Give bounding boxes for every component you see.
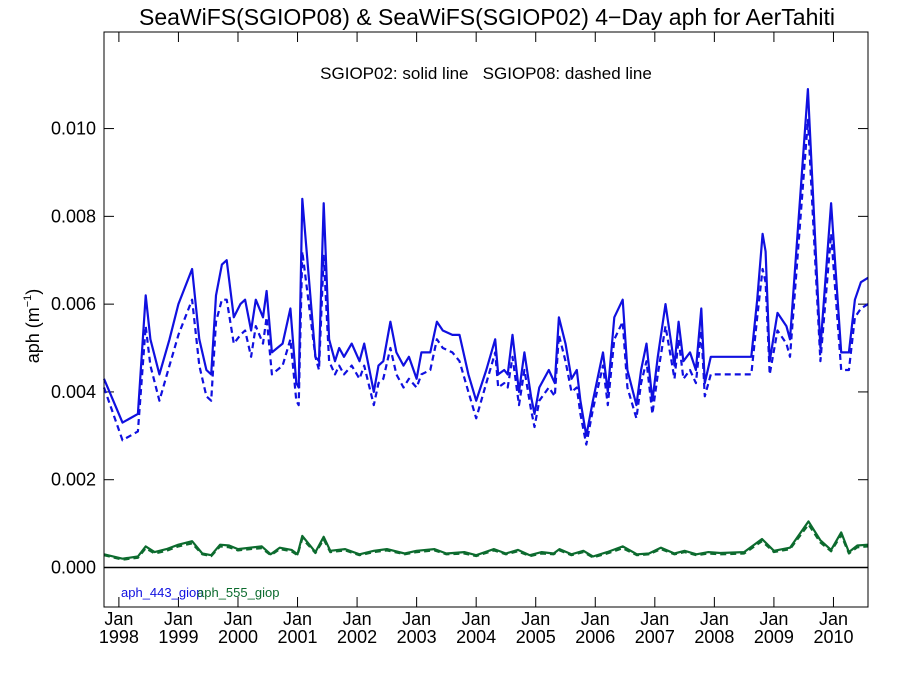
x-tick-month-label: Jan [462,609,491,629]
y-tick-label: 0.004 [51,382,96,402]
x-tick-month-label: Jan [402,609,431,629]
x-tick-month-label: Jan [521,609,550,629]
x-tick-year-label: 2006 [575,627,615,647]
x-tick-year-label: 1999 [158,627,198,647]
legend-label-aph-443: aph_443_giop [121,585,203,600]
chart-title: SeaWiFS(SGIOP08) & SeaWiFS(SGIOP02) 4−Da… [139,4,835,30]
y-tick-label: 0.006 [51,294,96,314]
x-tick-month-label: Jan [104,609,133,629]
x-tick-month-label: Jan [343,609,372,629]
x-tick-month-label: Jan [640,609,669,629]
series-line-aph_555_giop-dashed [103,523,869,561]
x-tick-month-label: Jan [759,609,788,629]
x-tick-month-label: Jan [223,609,252,629]
x-tick-year-label: 2007 [635,627,675,647]
y-tick-label: 0.002 [51,470,96,490]
y-tick-label: 0.000 [51,557,96,577]
y-tick-label: 0.010 [51,119,96,139]
x-tick-year-label: 2009 [754,627,794,647]
x-tick-month-label: Jan [819,609,848,629]
x-tick-year-label: 2000 [218,627,258,647]
legend-label-aph-555: aph_555_giop [197,585,279,600]
x-tick-month-label: Jan [164,609,193,629]
y-tick-label: 0.008 [51,206,96,226]
x-tick-year-label: 2003 [397,627,437,647]
x-tick-year-label: 2010 [813,627,853,647]
line-style-annotation: SGIOP02: solid line SGIOP08: dashed line [320,64,652,83]
y-axis-label: aph (m−1) [22,289,43,364]
series-line-aph_443_giop-solid [102,87,869,437]
x-tick-month-label: Jan [283,609,312,629]
x-tick-year-label: 2008 [694,627,734,647]
x-tick-year-label: 2002 [337,627,377,647]
x-tick-year-label: 2005 [516,627,556,647]
plot-frame [103,31,869,608]
x-tick-month-label: Jan [581,609,610,629]
series-line-aph_555_giop-solid [103,520,869,560]
series-line-aph_443_giop-dashed [102,118,869,446]
x-tick-year-label: 2001 [278,627,318,647]
x-tick-year-label: 2004 [456,627,496,647]
x-tick-year-label: 1998 [99,627,139,647]
x-tick-month-label: Jan [700,609,729,629]
